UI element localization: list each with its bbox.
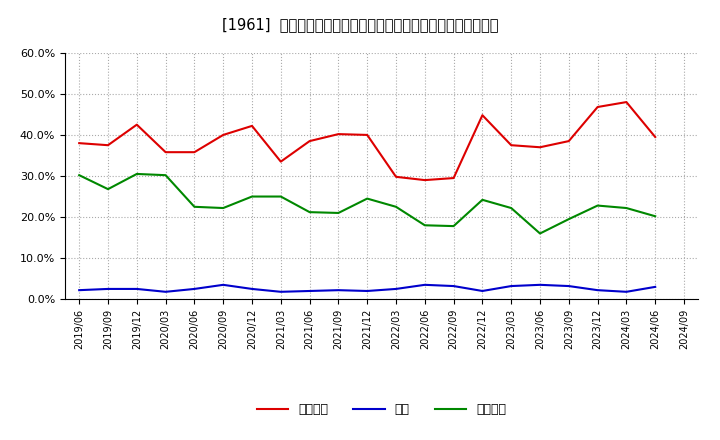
売上債権 bbox=[420, 177, 429, 183]
買入債務 bbox=[651, 213, 660, 219]
買入債務 bbox=[363, 196, 372, 201]
在庫 bbox=[104, 286, 112, 292]
買入債務 bbox=[593, 203, 602, 208]
在庫 bbox=[392, 286, 400, 292]
在庫 bbox=[305, 288, 314, 293]
買入債務 bbox=[420, 223, 429, 228]
買入債務 bbox=[219, 205, 228, 211]
在庫 bbox=[536, 282, 544, 287]
在庫 bbox=[219, 282, 228, 287]
買入債務 bbox=[564, 216, 573, 222]
在庫 bbox=[190, 286, 199, 292]
売上債権 bbox=[276, 159, 285, 164]
Line: 在庫: 在庫 bbox=[79, 285, 655, 292]
在庫 bbox=[622, 289, 631, 294]
売上債権 bbox=[564, 139, 573, 144]
Line: 売上債権: 売上債権 bbox=[79, 102, 655, 180]
買入債務 bbox=[276, 194, 285, 199]
売上債権 bbox=[507, 143, 516, 148]
買入債務 bbox=[75, 172, 84, 178]
在庫 bbox=[478, 288, 487, 293]
売上債権 bbox=[219, 132, 228, 138]
売上債権 bbox=[104, 143, 112, 148]
Line: 買入債務: 買入債務 bbox=[79, 174, 655, 234]
買入債務 bbox=[334, 210, 343, 216]
在庫 bbox=[334, 287, 343, 293]
売上債権 bbox=[132, 122, 141, 127]
Legend: 売上債権, 在庫, 買入債務: 売上債権, 在庫, 買入債務 bbox=[252, 398, 511, 421]
売上債権 bbox=[190, 150, 199, 155]
売上債権 bbox=[593, 104, 602, 110]
在庫 bbox=[593, 287, 602, 293]
在庫 bbox=[507, 283, 516, 289]
売上債権 bbox=[363, 132, 372, 138]
在庫 bbox=[161, 289, 170, 294]
在庫 bbox=[248, 286, 256, 292]
売上債権 bbox=[161, 150, 170, 155]
買入債務 bbox=[248, 194, 256, 199]
売上債権 bbox=[449, 176, 458, 181]
在庫 bbox=[276, 289, 285, 294]
売上債権 bbox=[305, 139, 314, 144]
買入債務 bbox=[104, 187, 112, 192]
買入債務 bbox=[305, 209, 314, 215]
売上債権 bbox=[248, 123, 256, 128]
買入債務 bbox=[507, 205, 516, 211]
在庫 bbox=[75, 287, 84, 293]
在庫 bbox=[420, 282, 429, 287]
売上債権 bbox=[478, 113, 487, 118]
買入債務 bbox=[449, 224, 458, 229]
在庫 bbox=[132, 286, 141, 292]
売上債権 bbox=[651, 134, 660, 139]
買入債務 bbox=[190, 204, 199, 209]
買入債務 bbox=[478, 197, 487, 202]
Text: [1961]  売上債権、在庫、買入債務の総資産に対する比率の推移: [1961] 売上債権、在庫、買入債務の総資産に対する比率の推移 bbox=[222, 18, 498, 33]
売上債権 bbox=[536, 145, 544, 150]
売上債権 bbox=[392, 174, 400, 180]
在庫 bbox=[449, 283, 458, 289]
在庫 bbox=[363, 288, 372, 293]
売上債権 bbox=[622, 99, 631, 105]
買入債務 bbox=[536, 231, 544, 236]
売上債権 bbox=[334, 132, 343, 137]
買入債務 bbox=[132, 171, 141, 176]
買入債務 bbox=[622, 205, 631, 211]
買入債務 bbox=[392, 204, 400, 209]
在庫 bbox=[564, 283, 573, 289]
在庫 bbox=[651, 284, 660, 290]
売上債権 bbox=[75, 140, 84, 146]
買入債務 bbox=[161, 172, 170, 178]
